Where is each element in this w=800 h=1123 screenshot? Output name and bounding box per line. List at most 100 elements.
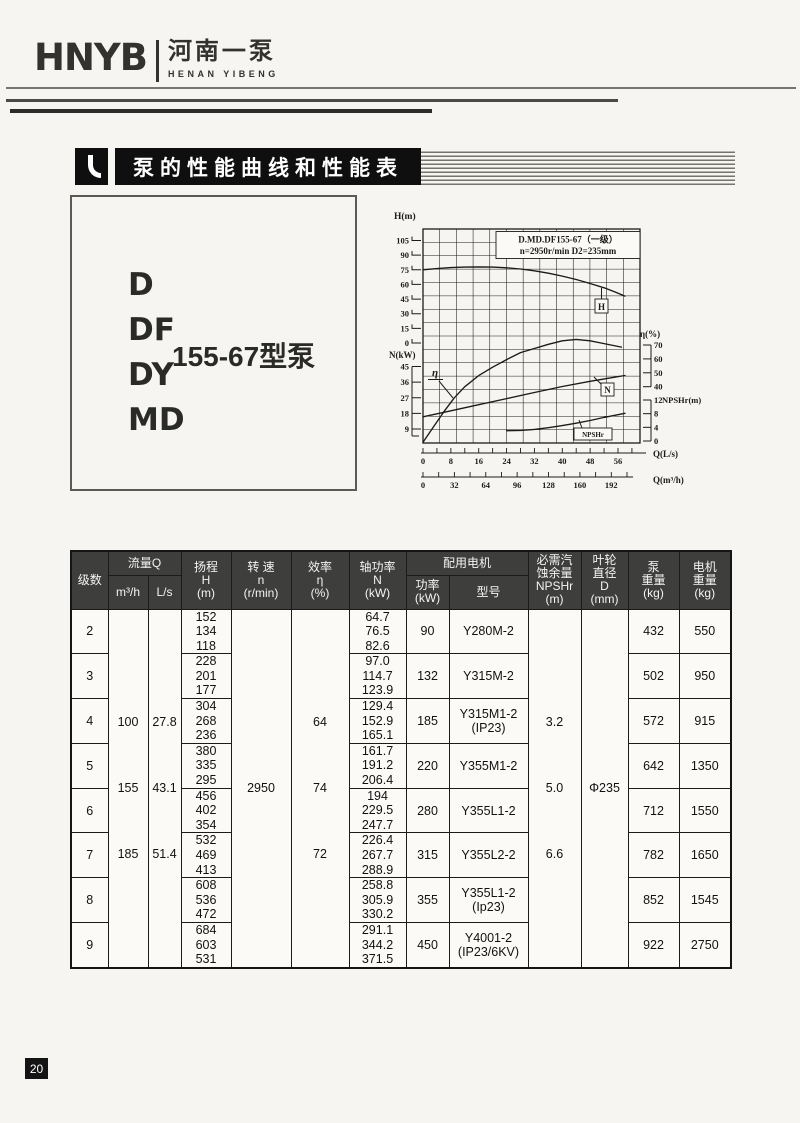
pump-series-list: D DF DY MD xyxy=(128,263,185,443)
flow-m3h-value: 185 xyxy=(117,847,139,862)
head-value: 228 xyxy=(195,654,217,669)
stages-value: 5 xyxy=(70,742,109,789)
stages-value: 2 xyxy=(70,608,109,655)
shaft-power-value: 64.7 xyxy=(365,609,390,624)
npshr-value: 5.0 xyxy=(545,781,564,796)
tick-label-H: 60 xyxy=(401,279,410,289)
header-line: H xyxy=(201,572,211,587)
motor-model-value: Y315M1-2 (IP23) xyxy=(448,698,529,744)
shaft-power-value: 226.4 xyxy=(361,833,394,848)
curve-label-eta: η xyxy=(432,367,438,379)
shaft-power-value: 229.5 xyxy=(361,803,394,818)
shaft-power-value: 82.6 xyxy=(365,638,390,653)
shaft-power-values: 291.1 344.2 371.5 xyxy=(348,921,407,969)
head-values: 684 603 531 xyxy=(180,921,232,969)
chart-title-box xyxy=(495,231,641,259)
shaft-power-value: 194 xyxy=(367,788,388,803)
header-line: n xyxy=(257,572,265,587)
head-value: 134 xyxy=(195,624,217,639)
shaft-power-value: 288.9 xyxy=(361,862,394,877)
shaft-power-value: 161.7 xyxy=(361,743,394,758)
tick-label-qls: 56 xyxy=(614,456,623,466)
span-cell-box: Φ235 xyxy=(582,612,627,964)
tick-label-N: 36 xyxy=(401,377,410,387)
flow-ls-value: 51.4 xyxy=(152,847,177,862)
header-line: (mm) xyxy=(590,592,619,607)
shaft-power-value: 152.9 xyxy=(361,713,394,728)
head-value: 152 xyxy=(195,609,217,624)
npshr-column: 3.2 5.0 6.6 xyxy=(527,608,582,969)
logo-names: 河南一泵 HENAN YIBENG xyxy=(168,38,279,79)
pump-weight-value: 432 xyxy=(627,608,680,655)
head-value: 469 xyxy=(195,848,217,862)
table-row: 3 228 201 177 97.0 114.7 123.9 132 Y315M-2 502 950 xyxy=(70,653,732,700)
motor-power-value: 355 xyxy=(405,877,450,923)
speed-value: 2950 xyxy=(247,781,275,796)
head-values: 304 268 236 xyxy=(180,698,232,744)
shaft-power-values: 226.4 267.7 288.9 xyxy=(348,832,407,879)
flow-m3h-value: 155 xyxy=(117,781,139,796)
tick-label-H: 75 xyxy=(401,265,410,275)
pump-weight-value: 572 xyxy=(627,698,680,744)
head-value: 295 xyxy=(195,773,217,788)
header-line: η xyxy=(316,572,324,587)
head-value: 603 xyxy=(195,937,217,952)
shaft-power-value: 247.7 xyxy=(361,817,394,832)
shaft-power-values: 161.7 191.2 206.4 xyxy=(348,742,407,789)
flow-ls-value: 27.8 xyxy=(152,715,177,730)
motor-model-value: Y4001-2 (IP23/6KV) xyxy=(448,921,529,969)
head-values: 380 335 295 xyxy=(180,742,232,789)
series-item: DY xyxy=(128,357,174,393)
motor-model-code: Y355L2-2 xyxy=(461,848,516,863)
motor-model-value: Y355L2-2 xyxy=(448,832,529,879)
head-value: 177 xyxy=(195,683,217,698)
span-cell-box: 100 155 185 xyxy=(109,612,147,964)
span-cell-box: 3.2 5.0 6.6 xyxy=(529,612,580,964)
performance-chart: D.MD.DF155-67（一级） n=2950r/min D2=235mm H(m… xyxy=(388,203,748,503)
stages-value: 8 xyxy=(70,877,109,923)
pump-weight-value: 712 xyxy=(627,787,680,834)
tick-label-npshr: 0 xyxy=(654,436,658,446)
tick-label-qls: 24 xyxy=(502,456,511,466)
tick-label-H: 30 xyxy=(401,309,410,319)
head-value: 413 xyxy=(195,862,217,877)
motor-model-value: Y315M-2 xyxy=(448,653,529,700)
head-value: 684 xyxy=(195,922,217,937)
section-hatch-stripes xyxy=(421,149,735,185)
shaft-power-value: 291.1 xyxy=(361,922,394,937)
motor-weight-value: 550 xyxy=(678,608,732,655)
tick-H xyxy=(411,339,421,344)
head-values: 532 469 413 xyxy=(180,832,232,879)
efficiency-value: 74 xyxy=(313,781,327,796)
table-row: 2 100 155 185 27.8 43.1 51.4 152 134 118 2950 64 74 7… xyxy=(70,608,732,969)
col-header-pump-weight: 泵重量 (kg) xyxy=(627,550,680,610)
curve-H xyxy=(422,266,626,297)
tick-label-eta: 70 xyxy=(654,340,663,350)
flow-ls-value: 43.1 xyxy=(152,781,177,796)
tick-label-qls: 0 xyxy=(421,456,425,466)
head-values: 456 402 354 xyxy=(180,787,232,834)
header-line: 重量 xyxy=(692,572,717,587)
npshr-value: 3.2 xyxy=(545,715,564,730)
shaft-power-value: 258.8 xyxy=(361,878,394,893)
motor-model-code: Y315M-2 xyxy=(463,669,514,684)
series-item: D xyxy=(128,267,154,303)
curve-label-N: N xyxy=(604,385,611,395)
quarter-arc-icon xyxy=(88,155,101,178)
performance-table: 级数 流量Q 扬程 H (m) 转 速 n (r/min) 效率 η (%) 轴功率 N (kW) 配用电机… xyxy=(70,550,732,969)
col-header-flow: 流量Q xyxy=(107,550,182,576)
tick-H xyxy=(411,309,421,315)
tick-label-H: 105 xyxy=(396,236,409,246)
head-value: 354 xyxy=(195,817,217,832)
header-line: 电机 xyxy=(692,559,717,574)
header-line: D xyxy=(600,579,609,594)
shaft-power-value: 165.1 xyxy=(361,728,394,743)
head-value: 201 xyxy=(195,668,217,683)
label-box-NPSHr xyxy=(573,427,613,441)
flow-m3h-column: 100 155 185 xyxy=(107,608,149,969)
header-line: 泵 xyxy=(647,559,660,574)
motor-model-value: Y280M-2 xyxy=(448,608,529,655)
curve-NPSHr xyxy=(505,412,626,432)
col-header-head: 扬程 H (m) xyxy=(180,550,232,610)
head-values: 608 536 472 xyxy=(180,877,232,923)
